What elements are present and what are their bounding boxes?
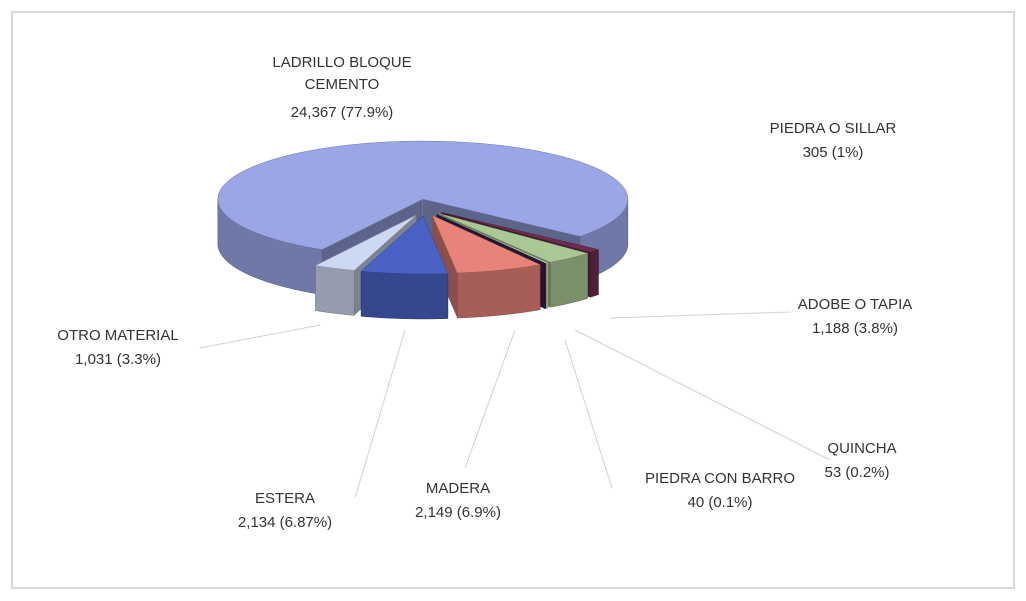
leader-line — [564, 339, 613, 489]
slice-label: ESTERA — [254, 490, 316, 507]
slice — [436, 214, 547, 264]
slice-side — [457, 264, 541, 319]
slice-label: PIEDRA CON BARRO — [644, 470, 796, 487]
slice — [441, 212, 600, 253]
slice-label: MADERA — [425, 480, 491, 497]
leader-line — [354, 329, 406, 499]
slice-value-label: 305 (1%) — [802, 144, 864, 161]
leader-line — [199, 324, 321, 349]
slice-value-label: 1,031 (3.3%) — [75, 351, 161, 368]
slice-side — [545, 262, 549, 309]
slice-label: OTRO MATERIAL — [57, 327, 179, 344]
slice-side — [544, 263, 547, 309]
slice-side — [360, 270, 449, 320]
slice-value-label: 24,367 (77.9%) — [290, 104, 394, 121]
slice-value-label: 2,149 (6.9%) — [415, 504, 501, 521]
slice-side — [589, 249, 599, 298]
slice-label: LADRILLO BLOQUE CEMENTO — [272, 54, 412, 93]
slice-label: ADOBE O TAPIA — [797, 296, 913, 313]
slice — [438, 213, 589, 263]
slice-value-label: 40 (0.1%) — [687, 494, 753, 511]
slice — [314, 214, 417, 271]
leader-line — [609, 311, 791, 319]
slice-label: QUINCHA — [827, 440, 897, 457]
slice — [217, 140, 629, 250]
slice-value-label: 2,134 (6.87%) — [237, 514, 333, 531]
slice — [360, 215, 449, 275]
leader-line — [574, 329, 831, 461]
chart-frame — [11, 11, 1015, 589]
pie — [217, 140, 629, 320]
slice-label: PIEDRA O SILLAR — [769, 120, 897, 137]
slice — [431, 214, 541, 274]
leader-line — [464, 329, 516, 469]
slice-value-label: 53 (0.2%) — [824, 464, 890, 481]
slice-value-label: 1,188 (3.8%) — [812, 320, 898, 337]
slice-side — [549, 253, 588, 308]
slice-side — [315, 265, 355, 316]
